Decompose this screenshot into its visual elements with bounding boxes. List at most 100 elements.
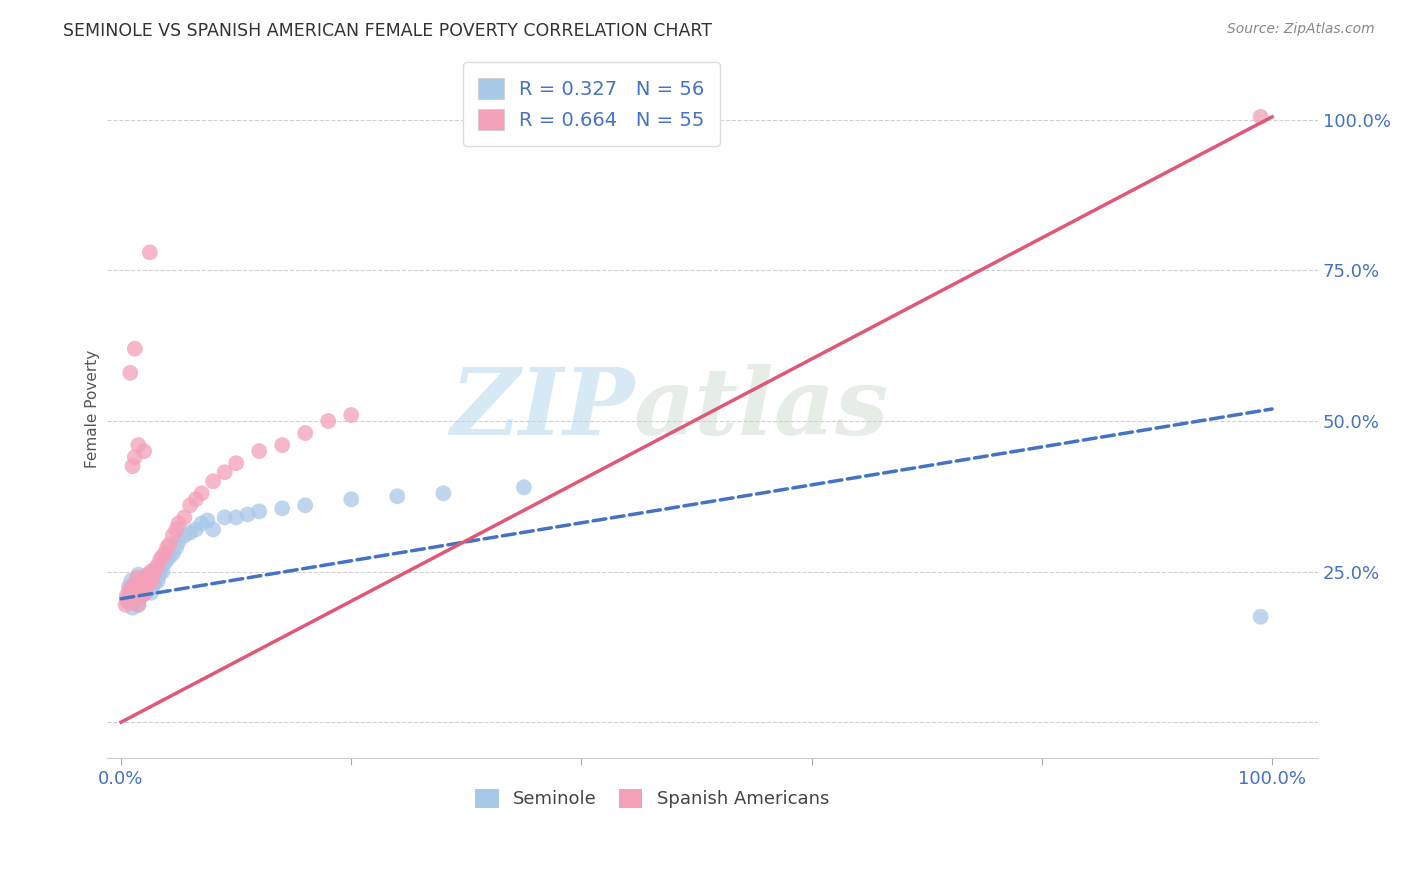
Point — [157, 549, 180, 564]
Point — [225, 456, 247, 470]
Point — [115, 589, 138, 603]
Point — [214, 465, 236, 479]
Point — [124, 450, 146, 465]
Point — [340, 408, 363, 422]
Point — [513, 480, 536, 494]
Point — [146, 574, 169, 588]
Point — [247, 504, 270, 518]
Point — [136, 567, 159, 582]
Point — [122, 582, 145, 597]
Y-axis label: Female Poverty: Female Poverty — [86, 350, 100, 468]
Point — [118, 580, 141, 594]
Text: ZIP: ZIP — [450, 364, 634, 454]
Point — [139, 565, 162, 579]
Point — [120, 585, 142, 599]
Point — [152, 565, 174, 579]
Point — [165, 523, 187, 537]
Point — [124, 576, 146, 591]
Point — [127, 598, 149, 612]
Point — [121, 459, 143, 474]
Point — [118, 582, 141, 597]
Point — [128, 580, 150, 594]
Point — [134, 585, 156, 599]
Point — [271, 501, 294, 516]
Point — [143, 576, 166, 591]
Point — [1250, 609, 1272, 624]
Point — [179, 499, 201, 513]
Point — [138, 582, 160, 597]
Point — [190, 486, 212, 500]
Point — [162, 547, 184, 561]
Point — [271, 438, 294, 452]
Point — [165, 541, 187, 555]
Point — [125, 576, 148, 591]
Point — [153, 547, 176, 561]
Point — [148, 567, 170, 582]
Point — [125, 585, 148, 599]
Point — [138, 576, 160, 591]
Point — [179, 525, 201, 540]
Point — [141, 580, 163, 594]
Legend: Seminole, Spanish Americans: Seminole, Spanish Americans — [468, 781, 837, 815]
Point — [157, 537, 180, 551]
Point — [190, 516, 212, 531]
Point — [184, 523, 207, 537]
Point — [149, 552, 172, 566]
Point — [136, 571, 159, 585]
Point — [139, 571, 162, 585]
Point — [117, 595, 139, 609]
Point — [173, 528, 195, 542]
Point — [387, 489, 409, 503]
Point — [135, 580, 157, 594]
Point — [132, 444, 155, 458]
Point — [173, 510, 195, 524]
Point — [127, 438, 149, 452]
Point — [121, 600, 143, 615]
Point — [124, 595, 146, 609]
Point — [340, 492, 363, 507]
Point — [129, 576, 152, 591]
Point — [142, 567, 165, 582]
Point — [139, 245, 162, 260]
Point — [120, 366, 142, 380]
Point — [1250, 110, 1272, 124]
Point — [142, 567, 165, 582]
Point — [167, 534, 190, 549]
Point — [114, 598, 136, 612]
Point — [115, 591, 138, 606]
Point — [294, 425, 316, 440]
Point — [247, 444, 270, 458]
Point — [141, 574, 163, 588]
Point — [167, 516, 190, 531]
Point — [225, 510, 247, 524]
Point — [135, 580, 157, 594]
Point — [162, 528, 184, 542]
Point — [121, 580, 143, 594]
Point — [120, 585, 142, 599]
Point — [132, 582, 155, 597]
Text: Source: ZipAtlas.com: Source: ZipAtlas.com — [1227, 22, 1375, 37]
Point — [127, 571, 149, 585]
Point — [132, 574, 155, 588]
Point — [153, 556, 176, 570]
Point — [145, 561, 167, 575]
Point — [156, 552, 179, 566]
Point — [236, 508, 259, 522]
Point — [195, 513, 218, 527]
Point — [156, 541, 179, 555]
Point — [120, 591, 142, 606]
Point — [129, 574, 152, 588]
Point — [128, 580, 150, 594]
Point — [131, 589, 153, 603]
Point — [132, 582, 155, 597]
Point — [202, 475, 225, 489]
Point — [149, 561, 172, 575]
Point — [146, 558, 169, 573]
Point — [121, 589, 143, 603]
Point — [132, 576, 155, 591]
Point — [127, 598, 149, 612]
Text: SEMINOLE VS SPANISH AMERICAN FEMALE POVERTY CORRELATION CHART: SEMINOLE VS SPANISH AMERICAN FEMALE POVE… — [63, 22, 713, 40]
Point — [432, 486, 454, 500]
Point — [316, 414, 339, 428]
Point — [184, 492, 207, 507]
